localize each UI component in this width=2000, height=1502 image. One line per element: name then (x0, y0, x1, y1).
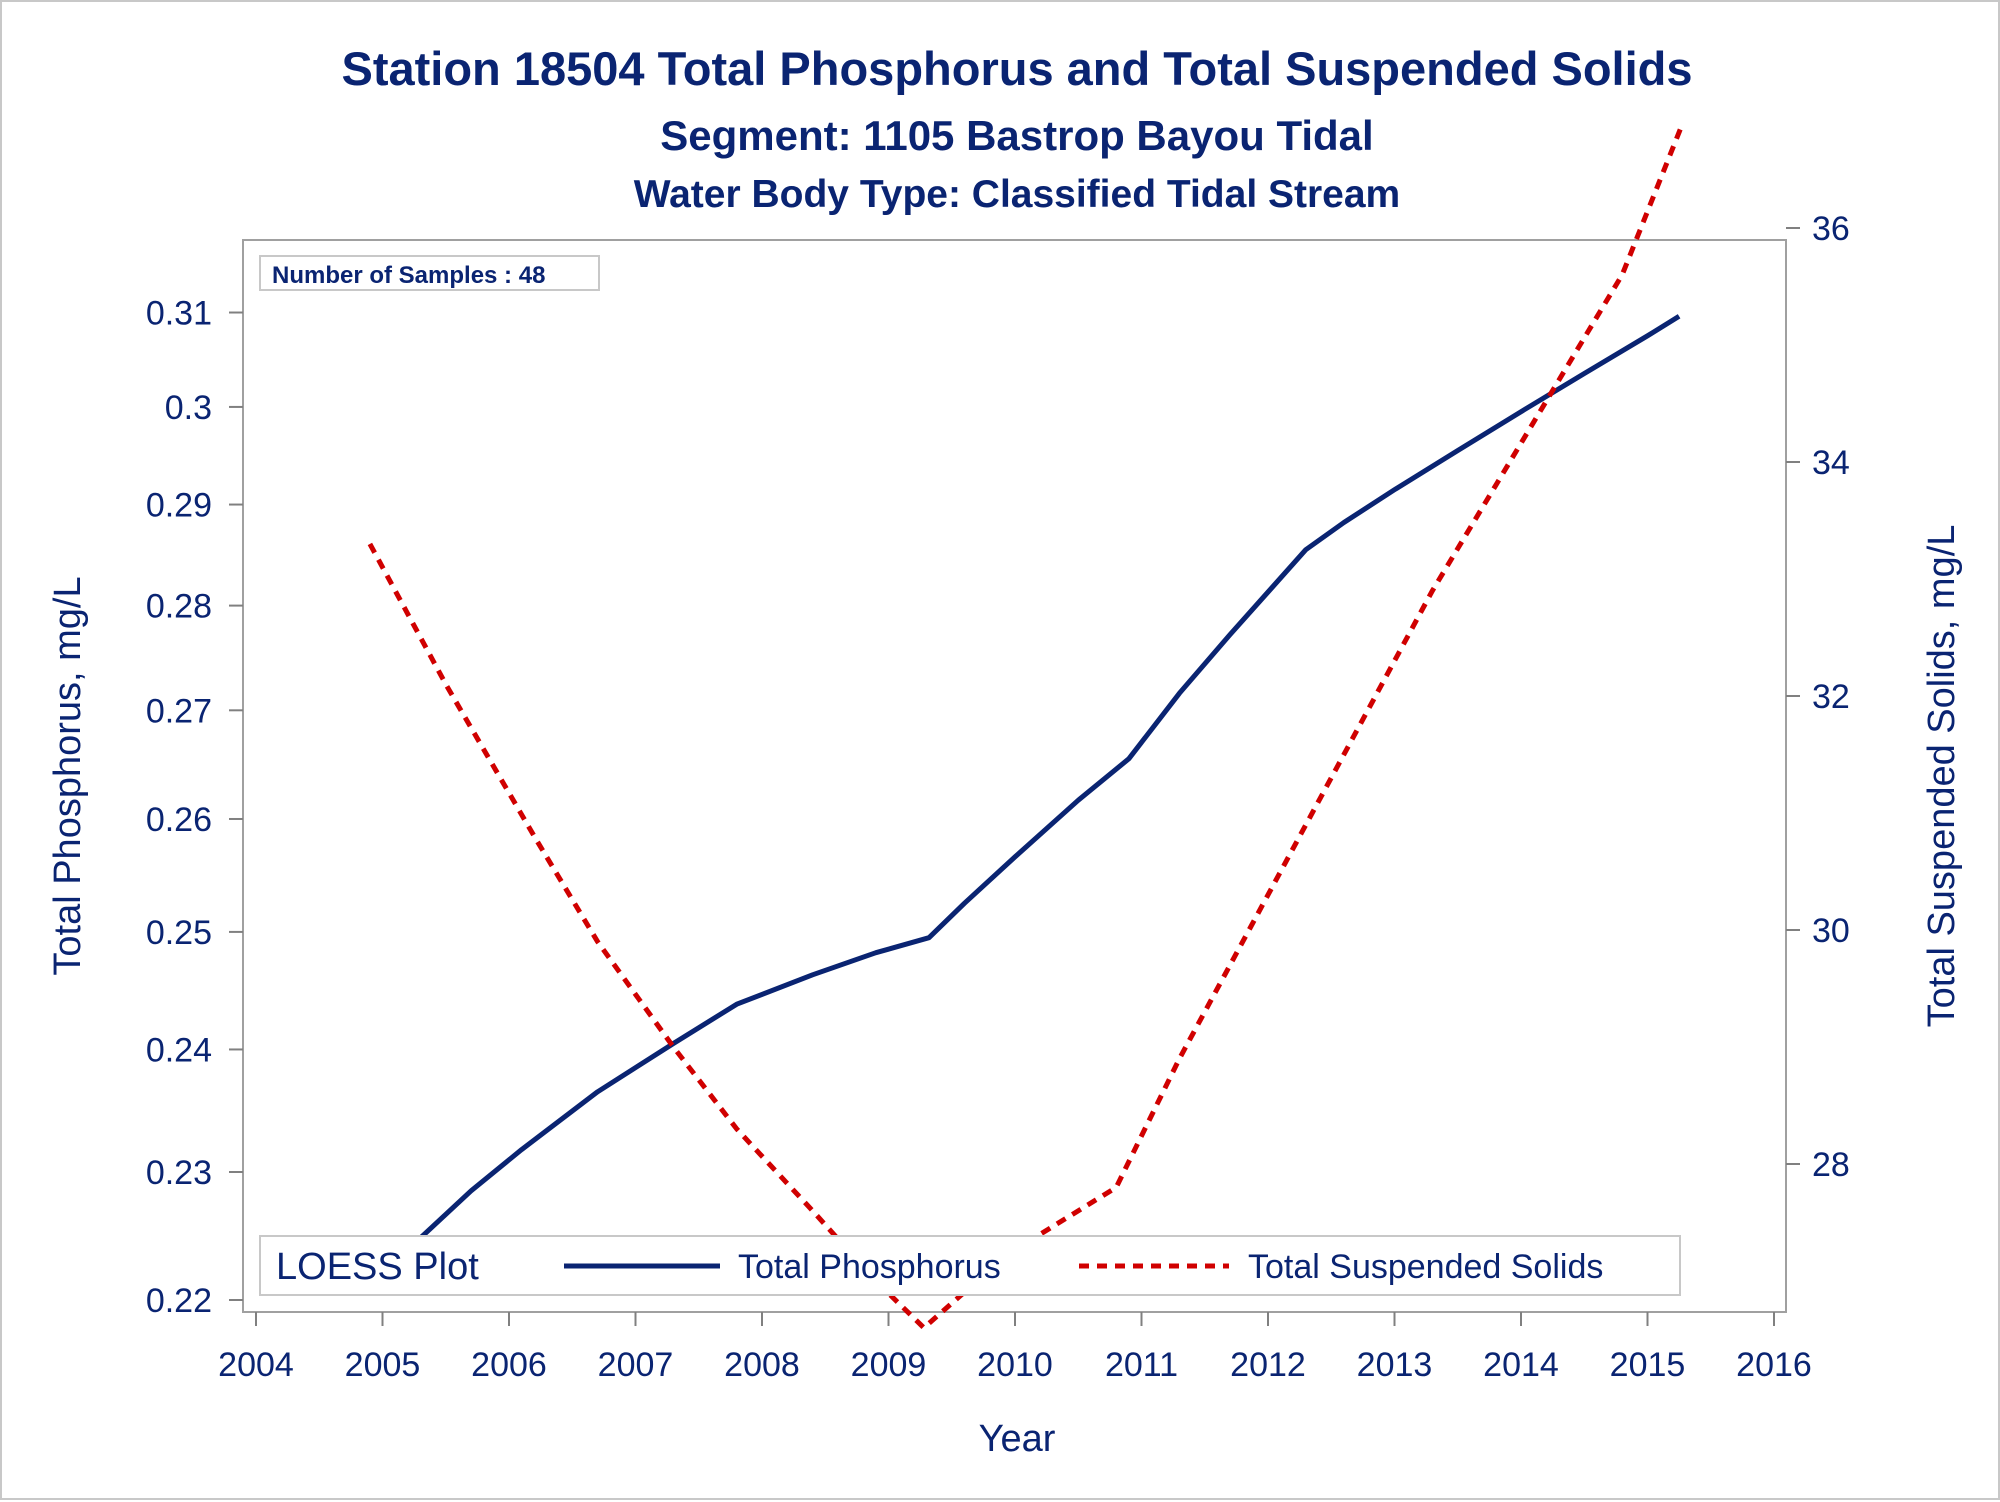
x-tick-label: 2004 (218, 1346, 294, 1384)
sample-count-text: Number of Samples : 48 (272, 262, 545, 289)
y-tick-label: 0.26 (146, 801, 212, 839)
x-axis-label: Year (979, 1418, 1056, 1460)
y-tick-label: 0.23 (146, 1154, 212, 1192)
legend-label-phosphorus: Total Phosphorus (738, 1248, 1001, 1286)
legend: LOESS Plot Total Phosphorus Total Suspen… (259, 1235, 1681, 1296)
y-axis-left: 0.22 0.23 0.24 0.25 0.26 0.27 0.28 0.29 0.3 0.31 (146, 295, 243, 1320)
x-tick-label: 2015 (1610, 1346, 1686, 1384)
chart-title: Station 18504 Total Phosphorus and Total… (342, 42, 1693, 95)
y-tick-label: 0.25 (146, 914, 212, 952)
series-line-total-phosphorus (374, 314, 1681, 1283)
plot-area (242, 239, 1787, 1313)
y2-tick-label: 30 (1812, 912, 1850, 950)
x-tick-label: 2009 (851, 1346, 927, 1384)
y-tick-label: 0.29 (146, 487, 212, 525)
x-tick-label: 2014 (1483, 1346, 1559, 1384)
y2-tick-label: 28 (1812, 1146, 1850, 1184)
series-layer (367, 121, 1686, 1331)
x-tick-label: 2013 (1357, 1346, 1433, 1384)
y-tick-label: 0.24 (146, 1031, 212, 1069)
y-tick-label: 0.28 (146, 588, 212, 626)
y-tick-label: 0.22 (146, 1282, 212, 1320)
y2-tick-label: 36 (1812, 210, 1850, 248)
x-tick-label: 2006 (471, 1346, 547, 1384)
x-tick-label: 2012 (1230, 1346, 1306, 1384)
x-tick-label: 2011 (1105, 1346, 1178, 1384)
x-tick-label: 2016 (1736, 1346, 1812, 1384)
y-tick-label: 0.3 (165, 389, 212, 427)
chart-subtitle: Segment: 1105 Bastrop Bayou Tidal (660, 112, 1373, 159)
y-axis-label: Total Phosphorus, mg/L (47, 576, 89, 975)
y2-tick-label: 34 (1812, 444, 1850, 482)
x-axis: 2004 2005 2006 2007 2008 2009 2010 2011 2012 2013… (218, 1312, 1812, 1384)
legend-box (259, 1235, 1681, 1296)
y2-axis-label: Total Suspended Solids, mg/L (1921, 525, 1963, 1028)
sample-count-box: Number of Samples : 48 (259, 255, 600, 291)
x-tick-label: 2005 (345, 1346, 421, 1384)
legend-title: LOESS Plot (276, 1246, 479, 1288)
sample-count-border (259, 255, 600, 291)
x-tick-label: 2008 (724, 1346, 800, 1384)
y-tick-label: 0.31 (146, 295, 212, 333)
y2-tick-label: 32 (1812, 678, 1850, 716)
y-tick-label: 0.27 (146, 692, 212, 730)
x-tick-label: 2010 (977, 1346, 1053, 1384)
legend-label-tss: Total Suspended Solids (1248, 1248, 1603, 1286)
chart-subtitle-2: Water Body Type: Classified Tidal Stream (634, 173, 1400, 216)
x-tick-label: 2007 (598, 1346, 674, 1384)
y-axis-right: 28 30 32 34 36 (1786, 210, 1850, 1184)
